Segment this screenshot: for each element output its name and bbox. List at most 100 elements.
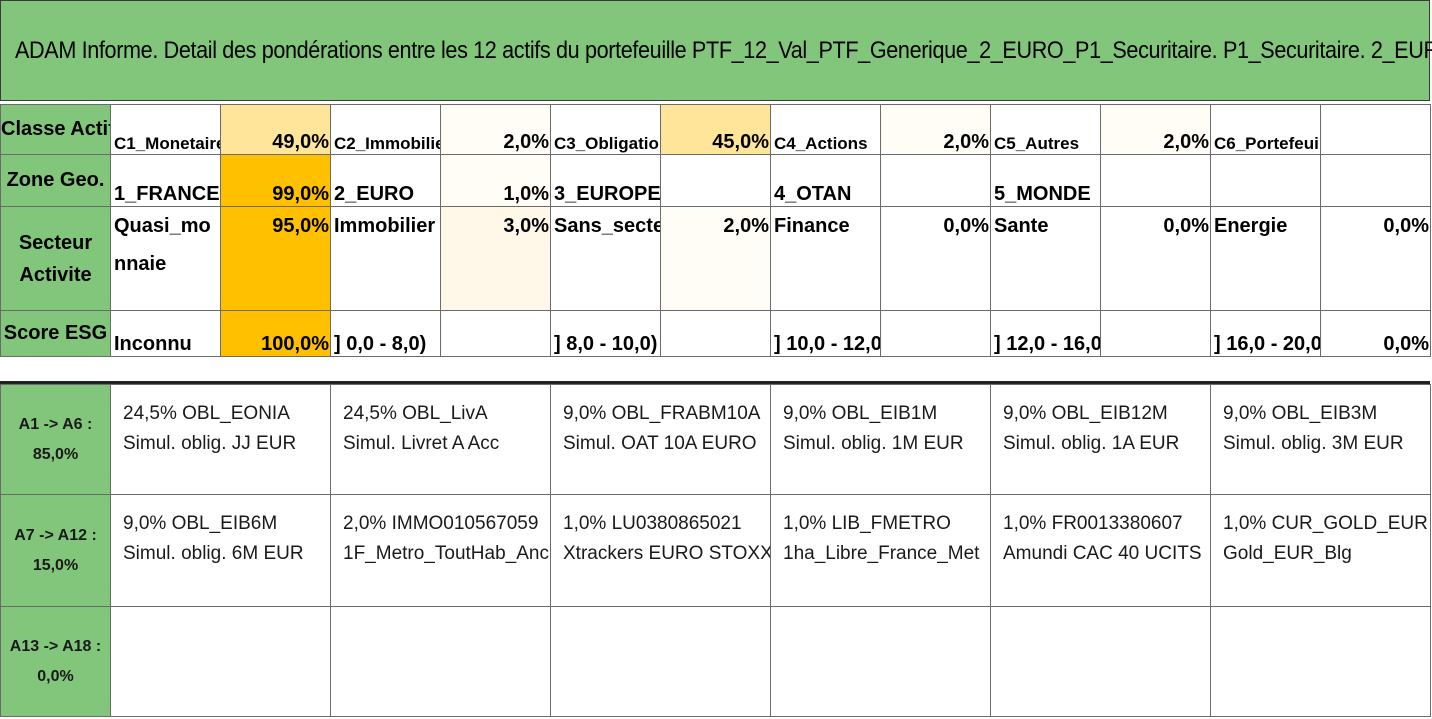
sector-name: Energie xyxy=(1210,206,1321,311)
row-label: Score ESG xyxy=(0,310,111,357)
section-divider xyxy=(0,381,1430,384)
asset-description: Simul. OAT 10A EURO xyxy=(563,433,757,454)
asset-cell: 9,0% OBL_EIB12M Simul. oblig. 1A EUR xyxy=(990,384,1211,495)
esg-pct xyxy=(660,310,771,357)
asset-group-row: A13 -> A18 : 0,0% xyxy=(0,606,1431,717)
class-name: C6_Portefeuill xyxy=(1210,104,1321,155)
asset-cell: 9,0% OBL_EIB6M Simul. oblig. 6M EUR xyxy=(110,494,331,607)
esg-pct xyxy=(1100,310,1211,357)
asset-weight-code: 24,5% OBL_LivA xyxy=(343,403,488,424)
group-label: A1 -> A6 : xyxy=(18,415,93,433)
zone-name: 1_FRANCE xyxy=(110,154,221,207)
asset-weight-code: 1,0% CUR_GOLD_EUR xyxy=(1223,513,1428,534)
esg-range: ] 10,0 - 12,0) xyxy=(770,310,881,357)
asset-cell: 9,0% OBL_EIB3M Simul. oblig. 3M EUR xyxy=(1210,384,1431,495)
report-title: ADAM Informe. Detail des pondérations en… xyxy=(15,36,1432,64)
asset-cell xyxy=(990,606,1211,717)
class-pct: 2,0% xyxy=(440,104,551,155)
asset-description: Gold_EUR_Blg xyxy=(1223,543,1352,564)
esg-pct xyxy=(880,310,991,357)
sector-name: Sans_secteur xyxy=(550,206,661,311)
report-title-bar: ADAM Informe. Detail des pondérations en… xyxy=(0,0,1432,101)
sector-pct: 0,0% xyxy=(880,206,991,311)
zone-geo-row: Zone Geo. 1_FRANCE 99,0% 2_EURO 1,0% 3_E… xyxy=(0,154,1431,207)
class-name: C5_Autres xyxy=(990,104,1101,155)
asset-description: Simul. oblig. 1M EUR xyxy=(783,433,964,454)
class-name: C3_Obligations xyxy=(550,104,661,155)
asset-weight-code: 9,0% OBL_EIB6M xyxy=(123,513,278,534)
zone-name: 2_EURO xyxy=(330,154,441,207)
asset-weight-code: 9,0% OBL_EIB3M xyxy=(1223,403,1378,424)
esg-range: Inconnu xyxy=(110,310,221,357)
class-pct: 49,0% xyxy=(220,104,331,155)
asset-description: Simul. oblig. 3M EUR xyxy=(1223,433,1404,454)
esg-range: ] 16,0 - 20,0) xyxy=(1210,310,1321,357)
class-pct: 45,0% xyxy=(660,104,771,155)
asset-cell xyxy=(550,606,771,717)
row-label: Zone Geo. xyxy=(0,154,111,207)
sector-pct: 2,0% xyxy=(660,206,771,311)
esg-pct xyxy=(440,310,551,357)
sector-name: Finance xyxy=(770,206,881,311)
asset-cell: 1,0% LIB_FMETRO 1ha_Libre_France_Met xyxy=(770,494,991,607)
zone-name: 3_EUROPE xyxy=(550,154,661,207)
esg-pct: 0,0% xyxy=(1320,310,1431,357)
asset-weight-code: 24,5% OBL_EONIA xyxy=(123,403,290,424)
asset-weight-code: 9,0% OBL_FRABM10A xyxy=(563,403,761,424)
asset-weight-code: 1,0% LIB_FMETRO xyxy=(783,513,951,534)
zone-name xyxy=(1210,154,1321,207)
asset-cell: 24,5% OBL_EONIA Simul. oblig. JJ EUR xyxy=(110,384,331,495)
zone-pct xyxy=(660,154,771,207)
asset-description: Simul. oblig. 1A EUR xyxy=(1003,433,1180,454)
asset-weight-code: 9,0% OBL_EIB12M xyxy=(1003,403,1168,424)
sector-name: Quasi_monnaie xyxy=(110,206,221,311)
sector-pct: 0,0% xyxy=(1100,206,1211,311)
group-label-cell: A13 -> A18 : 0,0% xyxy=(0,606,111,717)
sector-name: Immobilier xyxy=(330,206,441,311)
group-label: A13 -> A18 : xyxy=(9,637,102,655)
score-esg-row: Score ESG Inconnu 100,0% ] 0,0 - 8,0) ] … xyxy=(0,310,1431,357)
asset-weight-code: 2,0% IMMO010567059 xyxy=(343,513,539,534)
asset-group-row: A7 -> A12 : 15,0% 9,0% OBL_EIB6M Simul. o… xyxy=(0,494,1431,607)
asset-description: 1F_Metro_ToutHab_Anc xyxy=(343,543,549,564)
asset-cell xyxy=(330,606,551,717)
assets-detail-table: A1 -> A6 : 85,0% 24,5% OBL_EONIA Simul. o… xyxy=(0,384,1431,717)
asset-description: Simul. oblig. 6M EUR xyxy=(123,543,304,564)
zone-pct: 1,0% xyxy=(440,154,551,207)
group-label: A7 -> A12 : xyxy=(14,526,97,544)
asset-cell: 2,0% IMMO010567059 1F_Metro_ToutHab_Anc xyxy=(330,494,551,607)
asset-cell: 9,0% OBL_EIB1M Simul. oblig. 1M EUR xyxy=(770,384,991,495)
classe-actif-row: Classe Actif C1_Monetaire 49,0% C2_Immob… xyxy=(0,104,1431,155)
asset-weight-code: 9,0% OBL_EIB1M xyxy=(783,403,938,424)
zone-name: 5_MONDE xyxy=(990,154,1101,207)
group-label-cell: A7 -> A12 : 15,0% xyxy=(0,494,111,607)
esg-range: ] 8,0 - 10,0) xyxy=(550,310,661,357)
asset-description: Simul. oblig. JJ EUR xyxy=(123,433,297,454)
row-label: Classe Actif xyxy=(0,104,111,155)
secteur-activite-row: Secteur Activite Quasi_monnaie 95,0% Imm… xyxy=(0,206,1431,311)
row-label: Secteur Activite xyxy=(0,206,111,311)
sector-pct: 95,0% xyxy=(220,206,331,311)
class-pct: 2,0% xyxy=(880,104,991,155)
asset-cell: 1,0% FR0013380607 Amundi CAC 40 UCITS xyxy=(990,494,1211,607)
group-total: 15,0% xyxy=(32,556,79,574)
asset-group-row: A1 -> A6 : 85,0% 24,5% OBL_EONIA Simul. o… xyxy=(0,384,1431,495)
asset-cell: 1,0% CUR_GOLD_EUR Gold_EUR_Blg xyxy=(1210,494,1431,607)
sector-pct: 0,0% xyxy=(1320,206,1431,311)
zone-pct: 99,0% xyxy=(220,154,331,207)
asset-weight-code: 1,0% FR0013380607 xyxy=(1003,513,1183,534)
asset-description: 1ha_Libre_France_Met xyxy=(783,543,980,564)
class-name: C4_Actions xyxy=(770,104,881,155)
asset-weight-code: 1,0% LU0380865021 xyxy=(563,513,742,534)
asset-cell: 1,0% LU0380865021 Xtrackers EURO STOXX xyxy=(550,494,771,607)
class-name: C1_Monetaire xyxy=(110,104,221,155)
esg-range: ] 12,0 - 16,0) xyxy=(990,310,1101,357)
zone-name: 4_OTAN xyxy=(770,154,881,207)
esg-pct: 100,0% xyxy=(220,310,331,357)
class-pct xyxy=(1320,104,1431,155)
class-name: C2_Immobilier xyxy=(330,104,441,155)
asset-description: Simul. Livret A Acc xyxy=(343,433,500,454)
group-total: 85,0% xyxy=(32,445,79,463)
zone-pct xyxy=(1320,154,1431,207)
class-pct: 2,0% xyxy=(1100,104,1211,155)
